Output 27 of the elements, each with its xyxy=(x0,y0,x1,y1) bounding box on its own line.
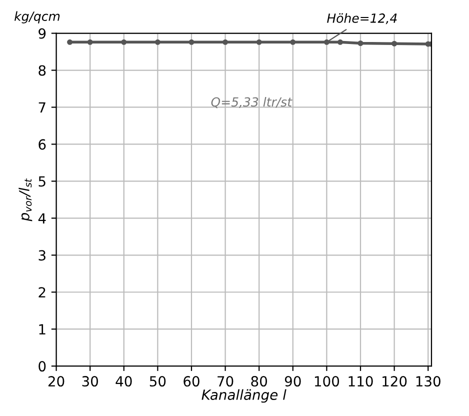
x-tick-label: 70 xyxy=(218,376,234,387)
y-tick-label: 9 xyxy=(38,28,46,39)
x-tick-label: 80 xyxy=(251,376,268,387)
x-tick-label: 100 xyxy=(314,376,340,387)
x-tick-label: 20 xyxy=(48,376,64,387)
y-tick-label: 8 xyxy=(38,65,46,76)
y-tick-label: 7 xyxy=(38,102,46,113)
y-tick-label: 4 xyxy=(38,213,46,224)
y-tick-label: 3 xyxy=(38,250,46,261)
x-tick-label: 50 xyxy=(150,376,166,387)
y-tick-label: 6 xyxy=(38,139,46,150)
x-axis-title: Kanallänge l xyxy=(202,389,286,403)
y-tick-label: 0 xyxy=(38,361,46,372)
x-tick-label: 90 xyxy=(284,376,301,387)
y-tick-label: 5 xyxy=(38,176,46,187)
y-tick-label: 1 xyxy=(39,324,46,334)
y-tick-label: 2 xyxy=(38,287,46,298)
x-tick-label: 120 xyxy=(382,376,407,387)
annotation: Q=5,33 ltr/st xyxy=(211,97,292,108)
x-tick-label: 110 xyxy=(348,376,373,387)
x-tick-label: 30 xyxy=(82,376,98,387)
x-tick-label: 60 xyxy=(184,376,200,387)
annotation: Höhe=12,4 xyxy=(327,13,397,24)
text: kg/qcm xyxy=(14,11,60,24)
y-axis-title: p$_{vor}$/l$_{st}$ xyxy=(18,178,32,222)
x-tick-label: 40 xyxy=(116,376,132,387)
x-tick-label: 130 xyxy=(416,376,440,387)
